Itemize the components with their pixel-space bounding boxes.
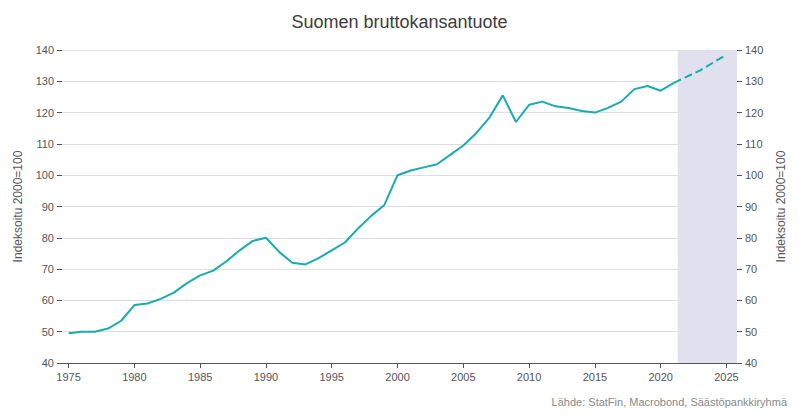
svg-text:80: 80 bbox=[745, 232, 757, 244]
svg-text:Lähde: StatFin, Macrobond, Sää: Lähde: StatFin, Macrobond, Säästöpankkir… bbox=[552, 396, 788, 408]
svg-text:1985: 1985 bbox=[188, 371, 212, 383]
svg-text:2005: 2005 bbox=[451, 371, 475, 383]
svg-text:120: 120 bbox=[36, 107, 54, 119]
svg-text:2010: 2010 bbox=[517, 371, 541, 383]
svg-text:120: 120 bbox=[745, 107, 763, 119]
svg-text:Indeksoitu 2000=100: Indeksoitu 2000=100 bbox=[11, 150, 25, 262]
svg-text:140: 140 bbox=[745, 44, 763, 56]
svg-text:60: 60 bbox=[42, 294, 54, 306]
svg-text:80: 80 bbox=[42, 232, 54, 244]
svg-text:70: 70 bbox=[42, 263, 54, 275]
svg-text:130: 130 bbox=[745, 75, 763, 87]
svg-text:100: 100 bbox=[745, 169, 763, 181]
svg-text:110: 110 bbox=[36, 138, 54, 150]
svg-text:2015: 2015 bbox=[583, 371, 607, 383]
svg-text:1990: 1990 bbox=[254, 371, 278, 383]
svg-text:2025: 2025 bbox=[714, 371, 738, 383]
svg-text:1995: 1995 bbox=[319, 371, 343, 383]
svg-text:2020: 2020 bbox=[648, 371, 672, 383]
svg-text:Suomen bruttokansantuote: Suomen bruttokansantuote bbox=[291, 12, 507, 32]
svg-text:40: 40 bbox=[42, 357, 54, 369]
svg-text:2000: 2000 bbox=[385, 371, 409, 383]
svg-text:90: 90 bbox=[42, 201, 54, 213]
svg-text:50: 50 bbox=[42, 326, 54, 338]
svg-text:110: 110 bbox=[745, 138, 763, 150]
svg-text:40: 40 bbox=[745, 357, 757, 369]
svg-text:130: 130 bbox=[36, 75, 54, 87]
svg-text:Indeksoitu 2000=100: Indeksoitu 2000=100 bbox=[774, 150, 788, 262]
svg-text:50: 50 bbox=[745, 326, 757, 338]
svg-text:70: 70 bbox=[745, 263, 757, 275]
svg-text:90: 90 bbox=[745, 201, 757, 213]
svg-text:140: 140 bbox=[36, 44, 54, 56]
svg-text:1980: 1980 bbox=[122, 371, 146, 383]
svg-text:60: 60 bbox=[745, 294, 757, 306]
svg-text:1975: 1975 bbox=[56, 371, 80, 383]
svg-text:100: 100 bbox=[36, 169, 54, 181]
